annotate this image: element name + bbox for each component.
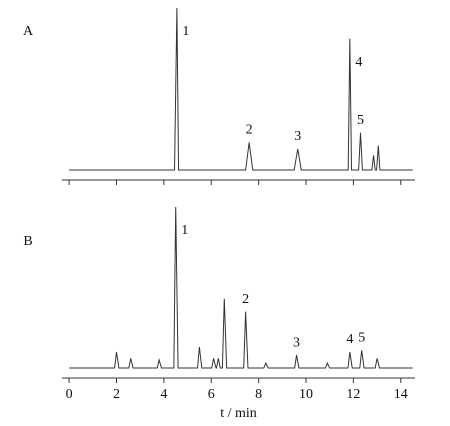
peak-label: 3 — [293, 335, 300, 350]
peak-label: 5 — [357, 113, 364, 128]
panel-label: A — [23, 24, 34, 39]
peak-label: 1 — [181, 223, 188, 238]
panel-label: B — [23, 234, 32, 249]
peak-label: 2 — [242, 292, 249, 307]
x-tick-label: 8 — [255, 387, 262, 402]
peak-label: 3 — [294, 129, 301, 144]
x-tick-label: 0 — [66, 387, 73, 402]
x-tick-label: 6 — [208, 387, 215, 402]
peak-label: 1 — [182, 24, 189, 39]
peak-label: 5 — [358, 331, 365, 346]
x-tick-label: 14 — [394, 387, 408, 402]
peak-label: 4 — [355, 55, 362, 70]
chromatogram-trace — [69, 7, 413, 171]
peak-label: 2 — [246, 123, 253, 138]
x-axis-label: t / min — [220, 406, 257, 421]
x-tick-label: 10 — [299, 387, 313, 402]
x-tick-label: 4 — [160, 387, 167, 402]
chromatogram-trace — [69, 206, 413, 369]
x-tick-label: 12 — [346, 387, 360, 402]
peak-label: 4 — [346, 332, 353, 347]
x-tick-label: 2 — [113, 387, 120, 402]
